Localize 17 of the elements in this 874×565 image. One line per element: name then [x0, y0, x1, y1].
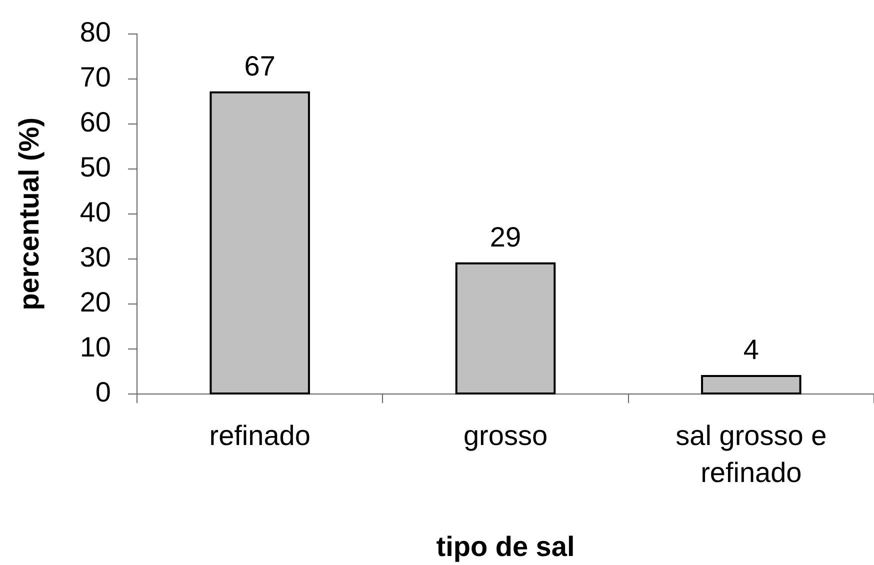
- x-axis-title: tipo de sal: [436, 530, 575, 562]
- y-tick-label: 10: [80, 332, 111, 363]
- x-tick-label: grosso: [463, 420, 548, 452]
- x-tick-label: refinado: [209, 420, 310, 452]
- y-tick-label: 70: [80, 62, 111, 93]
- y-tick-label: 30: [80, 242, 111, 273]
- y-tick-label: 20: [80, 286, 111, 318]
- y-axis-title: percentual (%): [14, 117, 45, 310]
- y-tick-label: 0: [95, 376, 111, 408]
- y-tick-label: 40: [80, 196, 111, 228]
- y-tick-label: 80: [80, 16, 111, 48]
- data-label: 29: [490, 221, 522, 252]
- data-label: 4: [743, 334, 759, 365]
- y-tick-label: 50: [80, 152, 111, 183]
- y-tick-label: 60: [80, 106, 111, 138]
- data-label: 67: [244, 50, 276, 82]
- x-tick-label: sal grosso e refinado: [676, 420, 827, 488]
